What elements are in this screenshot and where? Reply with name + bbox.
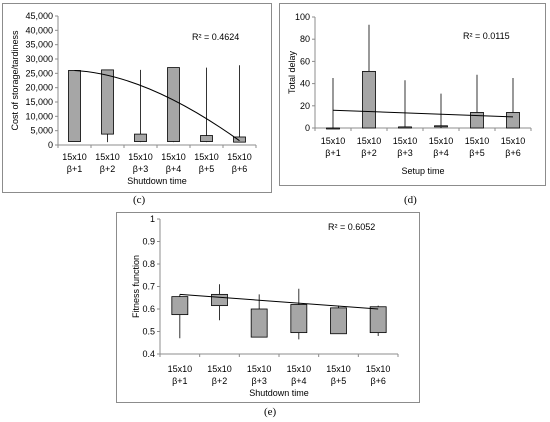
x-axis-title-c: Shutdown time [127,176,187,186]
x-tick-label-d: 15x10 [429,136,454,146]
y-axis-title-c: Cost of storage/tardiness [10,30,20,131]
x-tick-label-c: 15x10 [194,152,219,162]
x-tick-label-d: 15x10 [501,136,526,146]
panel-d-caption: (d) [404,194,417,206]
y-tick-label-e: 1 [150,214,155,224]
box-d [506,112,520,129]
x-tick-label-d: 15x10 [465,136,490,146]
x-tick-label-e: 15x10 [207,364,232,374]
x-tick-label-c: 15x10 [227,152,252,162]
y-tick-label-c: 10,000 [25,111,53,121]
x-tick-label-c: β+1 [67,164,82,174]
box-e [171,296,189,316]
box-e [211,293,228,307]
x-tick-label-c: 15x10 [62,152,87,162]
y-tick-label-d: 40 [300,79,310,89]
chart-panel-c-frame [2,3,272,193]
y-tick-label-d: 20 [300,101,310,111]
box-d [470,112,484,129]
r-squared-label-e: R² = 0.6052 [328,222,375,232]
y-tick-label-e: 0.5 [142,327,155,337]
trendline-c [74,69,240,142]
y-tick-label-c: 40,000 [25,25,53,35]
box-d [434,125,448,128]
y-tick-label-d: 60 [300,56,310,66]
box-c [233,136,246,143]
x-tick-label-c: β+3 [133,164,148,174]
box-c [167,67,180,142]
x-tick-label-e: 15x10 [326,364,351,374]
x-tick-label-c: 15x10 [128,152,153,162]
y-tick-label-c: 20,000 [25,83,53,93]
x-tick-label-c: 15x10 [161,152,186,162]
x-tick-label-e: 15x10 [366,364,391,374]
y-tick-label-c: 45,000 [25,11,53,21]
box-c [101,69,114,135]
x-tick-label-d: 15x10 [321,136,346,146]
box-e [250,308,268,338]
r-squared-label-d: R² = 0.0115 [463,31,510,41]
box-d [398,126,412,129]
x-tick-label-c: β+5 [199,164,214,174]
chart-panel-e-frame [116,212,420,403]
y-tick-label-c: 0 [48,140,53,150]
x-tick-label-e: 15x10 [168,364,193,374]
trendline-e [179,293,379,310]
y-tick-label-d: 100 [295,12,310,22]
x-tick-label-e: β+4 [291,376,306,386]
x-tick-label-e: 15x10 [247,364,272,374]
y-axis-title-d: Total delay [287,50,297,94]
chart-panel-d-frame [279,3,546,186]
x-tick-label-d: β+5 [469,148,484,158]
x-tick-label-c: β+2 [100,164,115,174]
x-tick-label-c: 15x10 [95,152,120,162]
box-c [134,133,147,142]
x-tick-label-d: β+6 [505,148,520,158]
x-axis-title-d: Setup time [401,166,444,176]
panel-e-caption: (e) [264,406,277,418]
box-c [68,70,81,142]
box-e [369,306,387,334]
panel-c-caption: (c) [133,194,146,206]
y-tick-label-e: 0.8 [142,259,155,269]
y-tick-label-e: 0.6 [142,304,155,314]
y-tick-label-c: 15,000 [25,97,53,107]
x-tick-label-e: β+1 [172,376,187,386]
x-tick-label-d: 15x10 [393,136,418,146]
x-tick-label-d: β+4 [433,148,448,158]
x-tick-label-e: β+3 [251,376,266,386]
y-tick-label-e: 0.9 [142,237,155,247]
x-tick-label-d: β+3 [397,148,412,158]
x-tick-label-e: 15x10 [287,364,312,374]
x-axis-title-e: Shutdown time [249,388,309,398]
x-tick-label-d: 15x10 [357,136,382,146]
x-tick-label-c: β+6 [232,164,247,174]
y-axis-title-e: Fitness function [131,255,141,318]
y-tick-label-d: 0 [305,123,310,133]
x-tick-label-e: β+6 [370,376,385,386]
box-e [330,307,347,335]
x-tick-label-e: β+5 [331,376,346,386]
x-tick-label-d: β+2 [361,148,376,158]
x-tick-label-d: β+1 [325,148,340,158]
box-d [362,70,376,129]
r-squared-label-c: R² = 0.4624 [192,32,239,42]
box-c [200,135,213,142]
y-tick-label-e: 0.7 [142,282,155,292]
trendline-d [332,109,514,118]
y-tick-label-c: 5,000 [30,126,53,136]
box-d [326,127,340,130]
y-tick-label-c: 25,000 [25,68,53,78]
x-tick-label-e: β+2 [212,376,227,386]
x-tick-label-c: β+4 [166,164,181,174]
y-tick-label-d: 80 [300,34,310,44]
y-tick-label-c: 35,000 [25,40,53,50]
y-tick-label-c: 30,000 [25,54,53,64]
box-e [290,304,308,334]
y-tick-label-e: 0.4 [142,349,155,359]
